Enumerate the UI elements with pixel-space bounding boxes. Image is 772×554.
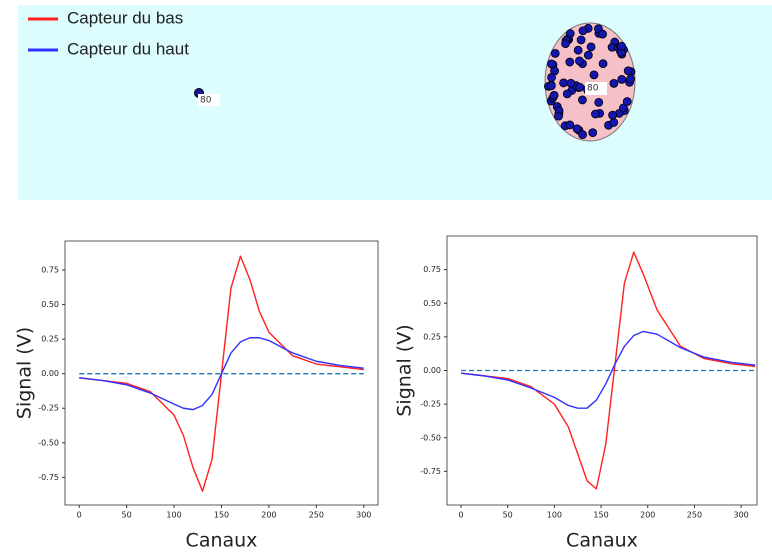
legend-label: Capteur du haut: [67, 39, 189, 58]
particle: [546, 81, 556, 91]
particle: [549, 90, 559, 100]
particle: [619, 103, 628, 113]
x-tick-label: 50: [503, 511, 513, 520]
y-tick-label: 0.00: [41, 369, 59, 378]
x-tick-label: 100: [547, 511, 562, 520]
x-tick-label: 250: [309, 511, 324, 520]
legend-label: Capteur du bas: [67, 8, 183, 27]
particle: [586, 42, 596, 52]
y-tick-label: 0.50: [41, 300, 59, 309]
signal-line: [79, 337, 364, 411]
x-tick-label: 300: [733, 511, 748, 520]
y-tick-label: -0.75: [420, 467, 441, 476]
y-tick-label: 0.75: [41, 266, 59, 275]
x-tick-label: 200: [640, 511, 655, 520]
particle: [598, 59, 608, 69]
particle: [554, 111, 563, 121]
x-tick-label: 100: [166, 511, 181, 520]
particle: [617, 74, 627, 84]
ring-particles: [543, 23, 636, 140]
signal-line: [460, 330, 756, 409]
particle: [566, 78, 576, 88]
particle: [623, 66, 633, 76]
particle: [617, 41, 627, 51]
particle: [589, 70, 599, 80]
label-box: [198, 94, 220, 106]
sensor-panel: [18, 5, 772, 200]
particle: [608, 110, 618, 120]
y-axis-label: Signal (V): [14, 327, 36, 419]
particle: [547, 59, 556, 69]
x-tick-label: 300: [356, 511, 371, 520]
particle: [594, 97, 604, 107]
particle: [609, 78, 619, 88]
particle: [576, 35, 586, 45]
particle: [578, 130, 587, 140]
y-tick-label: 0.75: [423, 265, 441, 274]
particle: [575, 56, 584, 66]
x-tick-label: 150: [593, 511, 608, 520]
marker-label: 80: [200, 96, 212, 106]
x-tick-label: 0: [77, 511, 82, 520]
x-tick-label: 50: [122, 511, 132, 520]
particle: [573, 45, 583, 55]
signal-line: [460, 251, 756, 490]
particle: [547, 73, 556, 82]
x-tick-label: 200: [261, 511, 276, 520]
particle: [575, 82, 585, 92]
y-tick-label: -0.50: [420, 433, 441, 442]
y-tick-label: 0.00: [423, 366, 441, 375]
y-tick-label: 0.25: [423, 332, 441, 341]
y-tick-label: 0.25: [41, 335, 59, 344]
particle: [565, 120, 575, 130]
x-tick-label: 150: [214, 511, 229, 520]
particle: [562, 89, 572, 99]
particle: [565, 57, 575, 67]
particle: [626, 74, 635, 84]
y-axis-label: Signal (V): [394, 324, 416, 416]
marker-label: 80: [587, 84, 599, 94]
y-tick-label: -0.50: [38, 438, 59, 447]
particle: [591, 109, 600, 119]
particle: [561, 39, 570, 49]
particle: [550, 48, 560, 58]
y-tick-label: -0.75: [38, 473, 59, 482]
x-tick-label: 250: [687, 511, 702, 520]
particle: [572, 124, 582, 134]
particle: [598, 29, 607, 39]
particle: [609, 118, 619, 127]
particle: [559, 78, 568, 88]
x-axis-label: Canaux: [186, 530, 258, 552]
y-tick-label: -0.25: [420, 400, 441, 409]
particle: [588, 128, 598, 138]
particle: [583, 50, 593, 60]
label-box: [585, 82, 607, 95]
particle: [622, 97, 632, 106]
x-tick-label: 0: [458, 511, 463, 520]
y-tick-label: 0.50: [423, 299, 441, 308]
particle: [578, 95, 587, 105]
x-axis-label: Canaux: [566, 530, 638, 552]
y-tick-label: -0.25: [38, 404, 59, 413]
particle: [578, 26, 588, 36]
